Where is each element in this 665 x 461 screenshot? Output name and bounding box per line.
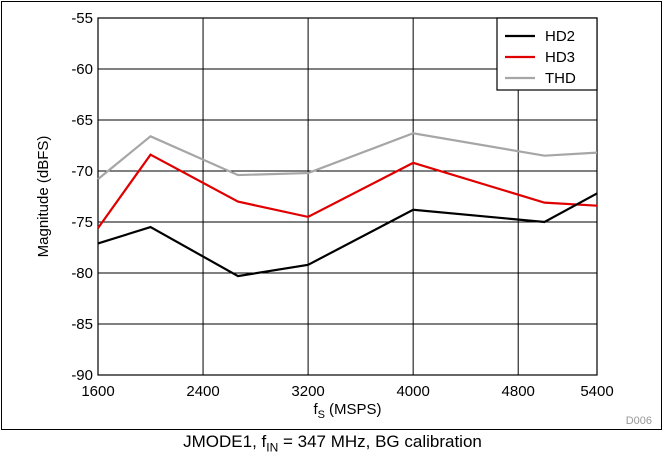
series-line-hd2 (97, 192, 598, 278)
series-line-thd (97, 132, 598, 181)
line-chart: -90 -85 -80 -75 -70 -65 -60 -55 1600 2400 3200 400… (35, 10, 652, 427)
series-group (97, 132, 598, 278)
y-tick-label: -55 (71, 10, 93, 27)
caption-text-rest: = 347 MHz, BG calibration (278, 432, 482, 451)
y-tick-label: -75 (71, 214, 93, 231)
legend-label-hd2: HD2 (545, 28, 575, 45)
y-axis-label: Magnitude (dBFS) (35, 136, 52, 258)
legend: HD2 HD3 THD (496, 17, 598, 91)
x-axis-ticks: 1600 2400 3200 4000 4800 5400 (81, 383, 613, 400)
legend-label-hd3: HD3 (545, 49, 575, 66)
plot-area (97, 17, 598, 376)
x-axis-label: fS (MSPS) (313, 401, 381, 421)
chart-caption: JMODE1, fIN = 347 MHz, BG calibration (0, 432, 665, 454)
x-tick-label: 2400 (186, 383, 219, 400)
figure-frame (1, 1, 662, 430)
y-tick-label: -60 (71, 61, 93, 78)
x-tick-label: 5400 (580, 383, 613, 400)
x-axis-label-unit: (MSPS) (329, 401, 382, 418)
x-axis-label-subscript: S (318, 409, 325, 421)
figure-id: D006 (626, 415, 652, 427)
x-tick-label: 1600 (81, 383, 114, 400)
x-tick-label: 4800 (502, 383, 535, 400)
x-axis-label-symbol: f (313, 401, 318, 418)
y-tick-label: -65 (71, 112, 93, 129)
caption-text: JMODE1, f (183, 432, 267, 451)
legend-label-thd: THD (545, 70, 576, 87)
y-tick-label: -70 (71, 163, 93, 180)
x-tick-label: 3200 (291, 383, 324, 400)
y-tick-label: -80 (71, 265, 93, 282)
x-tick-label: 4000 (396, 383, 429, 400)
y-tick-label: -85 (71, 316, 93, 333)
series-line-hd3 (97, 153, 598, 229)
y-tick-label: -90 (71, 367, 93, 384)
y-axis-ticks: -90 -85 -80 -75 -70 -65 -60 -55 (71, 10, 93, 384)
caption-subscript: IN (266, 440, 279, 455)
